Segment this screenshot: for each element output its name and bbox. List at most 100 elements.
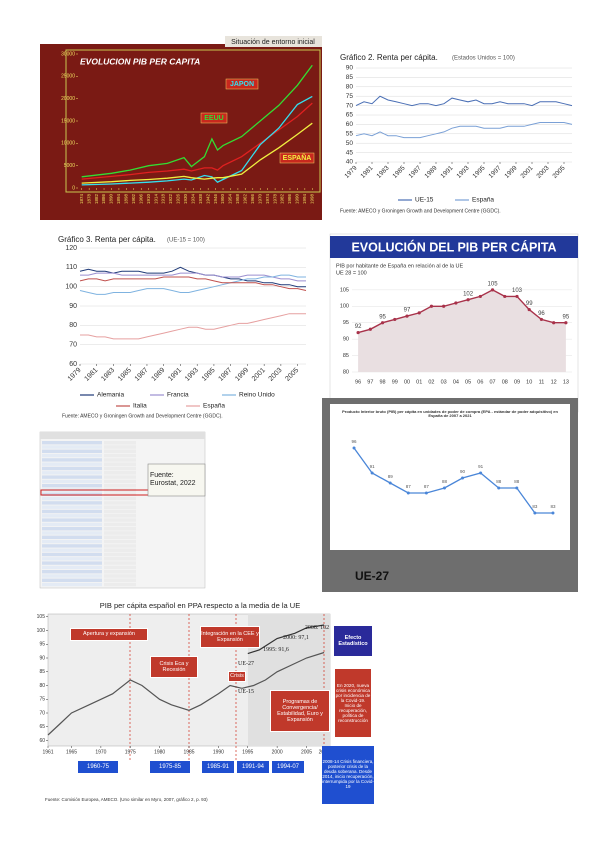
area [358, 289, 566, 372]
y-tick-label: 120 [65, 245, 77, 252]
point [370, 471, 374, 475]
legend-label: España [203, 403, 225, 410]
table-cell [104, 475, 136, 479]
point [442, 486, 446, 490]
data-label: 102 [463, 291, 474, 297]
x-tick-label: 1934 [190, 194, 195, 205]
table-cell [104, 466, 136, 471]
x-tick-label: 1998 [309, 194, 314, 205]
source: Fuente: Comisión Europea, AMECO. (Uno si… [45, 797, 208, 802]
source: Fuente: AMECO y Groningen Growth and Dev… [340, 208, 501, 214]
table-cell [104, 462, 136, 466]
table-cell [104, 509, 136, 514]
x-tick-label: 1942 [205, 194, 210, 205]
table-row [42, 527, 102, 531]
x-tick-label: 1922 [168, 194, 173, 205]
annotation: 1995: 91,6 [263, 646, 289, 653]
data-label: 91 [370, 464, 376, 469]
x-tick-label: 12 [551, 379, 557, 385]
x-tick-label: 1878 [86, 194, 91, 205]
line-series [241, 651, 325, 689]
point [539, 317, 544, 322]
y-tick-label: 90 [39, 655, 45, 661]
table-cell [104, 471, 136, 475]
x-tick-label: 08 [502, 379, 508, 385]
point [479, 471, 483, 475]
line-series [79, 274, 306, 295]
chart-title: Gráfico 3. Renta per cápita. [58, 235, 156, 244]
y-tick-label: 5000 [64, 163, 75, 169]
data-label: 92 [355, 324, 362, 330]
table-image [39, 431, 206, 589]
point [356, 330, 360, 335]
table-cell [104, 552, 136, 557]
x-tick-label: 1966 [250, 194, 255, 205]
table-row [42, 453, 102, 458]
data-label: 88 [514, 479, 520, 484]
note-box [147, 463, 206, 497]
annotation-box: Programas de Convergencia/ Estabilidad, … [270, 690, 330, 732]
y-tick-label: 90 [346, 65, 354, 72]
y-tick-label: 0 [72, 185, 75, 191]
table-row [42, 458, 102, 462]
data-label: 89 [388, 474, 394, 479]
table-row [42, 501, 102, 505]
y-tick-label: 70 [69, 342, 77, 349]
x-tick-label: 96 [355, 379, 361, 385]
table-cell [104, 544, 136, 548]
x-tick-label: 1954 [228, 194, 233, 205]
table-cell [104, 514, 136, 518]
data-label: 83 [550, 504, 556, 509]
table-cell [104, 548, 136, 552]
x-tick-label: 1990 [213, 749, 224, 755]
chart-subtitle: PIB por habitante de España en relación … [336, 263, 464, 269]
x-tick-label: 1962 [243, 194, 248, 205]
x-tick-label: 1970 [95, 749, 106, 755]
y-tick-label: 20000 [61, 96, 75, 102]
table-row [42, 570, 102, 574]
table-cell [104, 539, 136, 544]
data-label: 97 [404, 308, 411, 314]
period-note: 2008-14 Crisis financiera, posterior cri… [322, 746, 374, 804]
x-tick-label: 07 [489, 379, 495, 385]
data-label: 96 [352, 439, 358, 444]
table-row [42, 552, 102, 557]
line-series [81, 95, 313, 186]
x-tick-label: 1926 [176, 194, 181, 205]
period-label: 1975-85 [150, 761, 190, 773]
x-tick-label: 09 [514, 379, 520, 385]
line-series [79, 276, 307, 291]
source: Fuente: AMECO y Groningen Growth and Dev… [62, 413, 223, 419]
x-tick-label: 11 [539, 379, 545, 385]
period-label-box: 1960-75 [78, 761, 118, 773]
data-label: 96 [538, 311, 545, 317]
y-tick-label: 60 [346, 121, 354, 128]
annotation: 2008: 102 [304, 624, 330, 631]
x-tick-label: 1990 [295, 194, 300, 205]
x-tick-label: 1918 [161, 194, 166, 205]
x-tick-label: 1906 [138, 194, 143, 205]
annotation-box: 1995: 91,6 [263, 646, 289, 653]
x-tick-label: 1975 [125, 749, 136, 755]
series-tag-bg [200, 112, 228, 124]
y-tick-label: 65 [39, 724, 45, 730]
y-tick-label: 60 [69, 361, 77, 368]
annotation: Programas de Convergencia/ Estabilidad, … [270, 690, 330, 732]
line-series [79, 266, 306, 288]
point [442, 304, 446, 308]
point [466, 298, 470, 302]
point [417, 311, 421, 315]
table-row [42, 578, 102, 582]
table-row [42, 522, 102, 527]
table-row [42, 449, 102, 453]
data-label: 103 [512, 288, 523, 294]
legend-label: Reino Unido [239, 392, 275, 399]
y-tick-label: 25000 [61, 74, 75, 80]
y-tick-label: 85 [39, 669, 45, 675]
table-row [42, 539, 102, 544]
table-cell [104, 458, 136, 462]
y-tick-label: 75 [39, 697, 45, 703]
y-tick-label: 15000 [61, 118, 75, 124]
data-label: 95 [563, 314, 570, 320]
